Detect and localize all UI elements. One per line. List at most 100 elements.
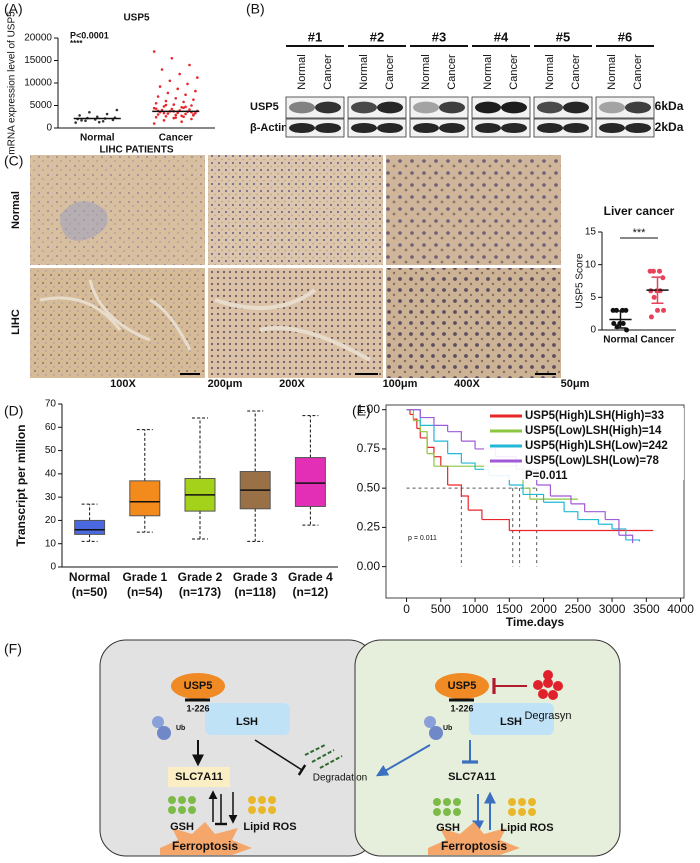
x-tick-label: 0 — [403, 602, 410, 616]
blot-band — [475, 101, 501, 114]
scale-label: 100μm — [383, 378, 418, 390]
blot-band — [563, 101, 589, 114]
ihc-image — [386, 155, 561, 265]
data-point — [174, 113, 178, 117]
panel-label: (A) — [4, 1, 23, 17]
km-step — [440, 465, 449, 486]
km-step — [598, 523, 613, 529]
data-point — [168, 79, 172, 83]
data-point — [657, 268, 663, 274]
km-step — [523, 487, 531, 500]
annotation: **** — [70, 39, 83, 48]
x-tick-label: 3500 — [633, 602, 660, 616]
data-point — [190, 117, 193, 121]
node-label: 1-226 — [186, 703, 209, 713]
magnification: 400X — [454, 378, 480, 390]
usp5-node — [435, 673, 489, 699]
y-axis-label: Transcript per million — [14, 424, 28, 546]
protein-label: USP5 — [250, 101, 279, 113]
size-label: 42kDa — [648, 120, 684, 134]
whisker — [136, 515, 153, 533]
annotation: P=0.011 — [525, 470, 568, 482]
data-point — [166, 91, 170, 95]
x-tick-label: (n=54) — [127, 585, 163, 599]
x-tick-label: (n=173) — [179, 585, 221, 599]
annotation: *** — [633, 227, 647, 239]
blot-band — [315, 122, 341, 134]
whisker — [302, 415, 319, 458]
node-label: Degrasyn — [524, 710, 571, 722]
panel-label: (D) — [4, 403, 23, 419]
data-point — [84, 119, 87, 123]
whisker — [81, 534, 98, 542]
ub — [424, 716, 436, 728]
data-point — [172, 116, 176, 120]
panel-box — [354, 639, 621, 857]
data-point — [182, 115, 185, 119]
x-axis-label: LIHC PATIENTS — [99, 145, 173, 156]
km-step — [612, 528, 627, 540]
blot-band — [501, 101, 527, 114]
data-point — [78, 114, 81, 117]
panel-label: (F) — [4, 641, 22, 657]
data-point — [152, 122, 156, 125]
blot-band — [377, 122, 403, 134]
data-point — [164, 99, 168, 103]
y-axis-label: mRNA expression level of USP5 — [7, 11, 18, 155]
data-point — [184, 93, 187, 96]
blot-band — [351, 122, 377, 134]
slc7a11-node — [168, 767, 230, 787]
row-label: Normal — [10, 191, 22, 229]
data-point — [184, 105, 187, 109]
condition-label: Cancer — [322, 54, 334, 90]
node-label: Ferroptosis — [172, 839, 238, 853]
data-point — [162, 119, 166, 122]
data-point — [105, 112, 109, 116]
condition-label: Normal — [482, 54, 494, 89]
data-point — [182, 100, 185, 104]
x-tick-label: 1500 — [496, 602, 523, 616]
panel-box — [99, 639, 376, 857]
km-step — [618, 534, 634, 544]
data-point — [611, 320, 617, 326]
km-step — [433, 456, 442, 467]
data-point — [158, 85, 162, 88]
y-tick-label: 5000 — [30, 100, 53, 111]
km-step — [461, 440, 476, 449]
blot-band — [537, 122, 563, 134]
km-step — [584, 511, 606, 520]
y-tick-label: 10 — [45, 538, 57, 549]
gsh-dots — [433, 798, 461, 816]
size-label: 96kDa — [648, 99, 684, 113]
data-point — [154, 115, 158, 119]
km-step — [461, 495, 469, 511]
km-step — [550, 495, 572, 504]
x-tick-label: Cancer — [641, 335, 675, 346]
gsh-dots — [168, 796, 196, 814]
data-point — [80, 119, 83, 122]
annotation: p = 0.011 — [408, 535, 437, 542]
km-step — [543, 501, 565, 512]
data-point — [648, 314, 654, 320]
km-step — [433, 440, 449, 454]
whisker — [302, 506, 319, 526]
blot-band — [625, 122, 651, 134]
magnification: 100X — [110, 378, 136, 390]
data-point — [160, 68, 164, 71]
chart-title: Liver cancer — [604, 204, 675, 218]
data-point — [115, 108, 119, 112]
x-tick-label: 4000 — [667, 602, 694, 616]
data-point — [188, 63, 191, 67]
km-step — [605, 518, 620, 536]
whisker — [192, 511, 208, 540]
km-step — [447, 484, 462, 497]
scale-label: 200μm — [208, 378, 243, 390]
condition-label: Normal — [296, 54, 308, 89]
y-tick-label: 0 — [50, 562, 56, 573]
degrasyn-dots — [533, 670, 563, 700]
ub — [429, 726, 443, 740]
lsh-node — [205, 703, 290, 735]
usp5-node — [171, 673, 225, 699]
km-step — [468, 509, 483, 520]
